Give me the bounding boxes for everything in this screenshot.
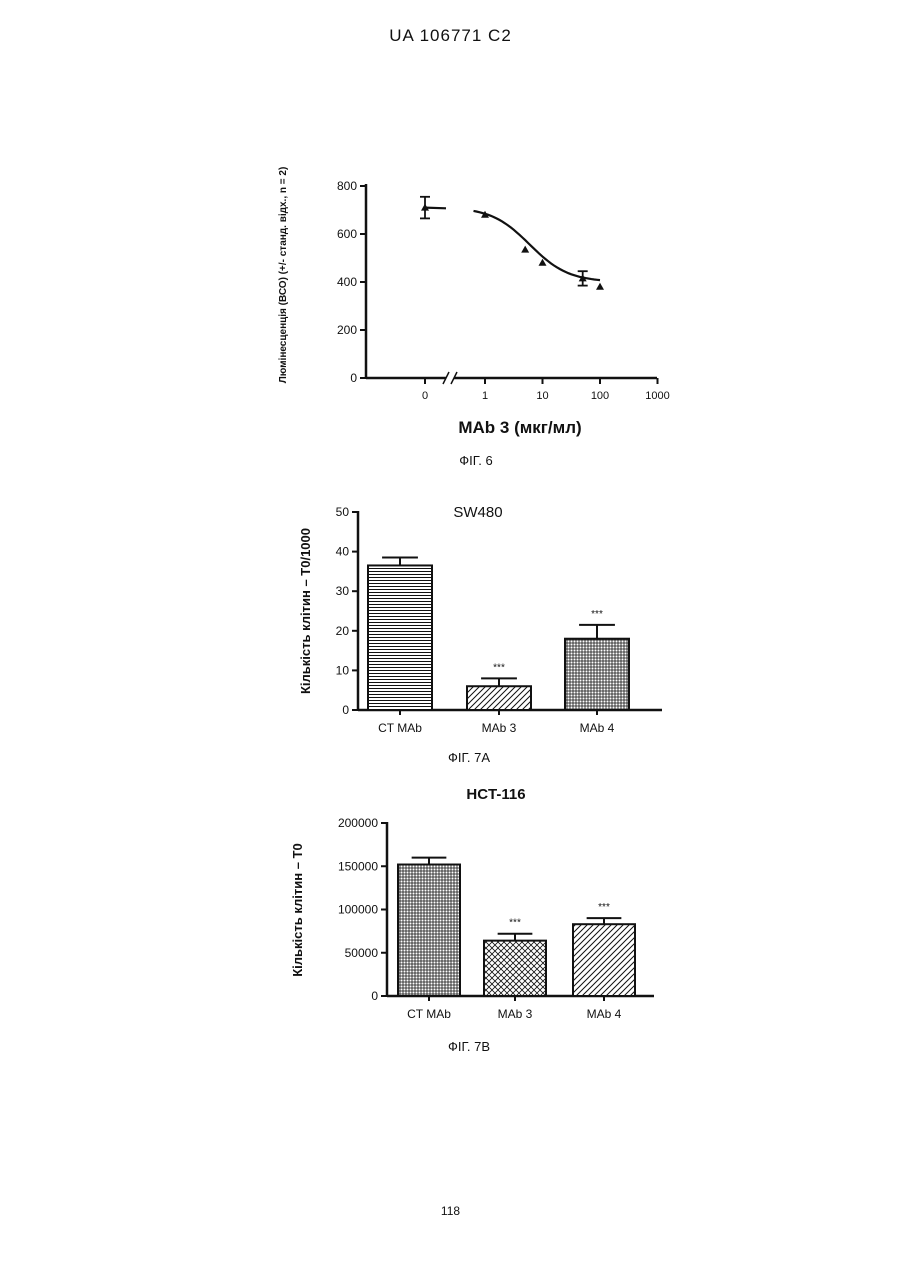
- category-label: MAb 3: [482, 721, 517, 735]
- y-axis-label: Люмінесценція (ВСО) (+/- станд. відх., n…: [278, 167, 289, 384]
- y-tick-label: 200: [337, 323, 357, 337]
- y-tick-label: 200000: [338, 816, 378, 830]
- y-tick-label: 50: [336, 505, 350, 519]
- significance-label: ***: [509, 918, 521, 929]
- y-tick-label: 30: [336, 584, 350, 598]
- bar: [573, 924, 635, 996]
- bar: [368, 565, 432, 710]
- data-point: [596, 283, 604, 290]
- figure-7b-caption: ФІГ. 7В: [369, 1039, 569, 1054]
- x-tick-label: 1: [482, 390, 488, 402]
- y-tick-label: 20: [336, 624, 350, 638]
- x-tick-label: 0: [422, 390, 428, 402]
- chart-title: SW480: [453, 504, 502, 521]
- figure-6-chart: 0 200 400 600 800 0 1 10 100 1000 MAb 3 (мкг/мл) Лю…: [260, 110, 680, 440]
- chart-title: HCT-116: [466, 786, 525, 803]
- category-label: MAb 3: [498, 1007, 533, 1021]
- x-axis-label: MAb 3 (мкг/мл): [458, 418, 581, 437]
- y-axis-label: Кількість клітин – Т0: [290, 843, 305, 977]
- y-tick-label: 600: [337, 227, 357, 241]
- fit-curve: [474, 211, 601, 280]
- data-point: [521, 246, 529, 253]
- y-tick-label: 150000: [338, 859, 378, 873]
- x-tick-label: 1000: [645, 390, 669, 402]
- x-tick-label: 10: [536, 390, 548, 402]
- category-label: MAb 4: [580, 721, 615, 735]
- figure-7a-chart: 0 10 20 30 40 50 CT MAb *** MAb 3 *** MAb 4 SW480 Кі…: [290, 498, 670, 750]
- y-tick-label: 40: [336, 545, 350, 559]
- document-header: UA 106771 C2: [0, 26, 901, 46]
- significance-label: ***: [598, 902, 610, 913]
- category-label: CT MAb: [407, 1007, 451, 1021]
- bar: [467, 686, 531, 710]
- significance-label: ***: [493, 662, 505, 673]
- figure-7a-caption: ФІГ. 7А: [369, 750, 569, 765]
- category-label: MAb 4: [587, 1007, 622, 1021]
- y-tick-label: 0: [371, 989, 378, 1003]
- y-tick-label: 0: [350, 371, 357, 385]
- y-axis-label: Кількість клітин – Т0/1000: [298, 528, 313, 694]
- y-tick-label: 800: [337, 179, 357, 193]
- fit-curve-left-segment: [425, 208, 446, 209]
- figure-7b-chart: 0 50000 100000 150000 200000 CT MAb *** MAb 3 **…: [282, 780, 670, 1040]
- x-tick-label: 100: [591, 390, 609, 402]
- page-number: 118: [0, 1204, 901, 1218]
- y-tick-label: 50000: [345, 946, 379, 960]
- significance-label: ***: [591, 609, 603, 620]
- figure-6-caption: ФІГ. 6: [376, 453, 576, 468]
- bar: [565, 639, 629, 710]
- bar: [484, 941, 546, 996]
- y-tick-label: 400: [337, 275, 357, 289]
- y-tick-label: 10: [336, 663, 350, 677]
- y-tick-label: 100000: [338, 903, 378, 917]
- category-label: CT MAb: [378, 721, 422, 735]
- y-tick-label: 0: [342, 703, 349, 717]
- bar: [398, 865, 460, 996]
